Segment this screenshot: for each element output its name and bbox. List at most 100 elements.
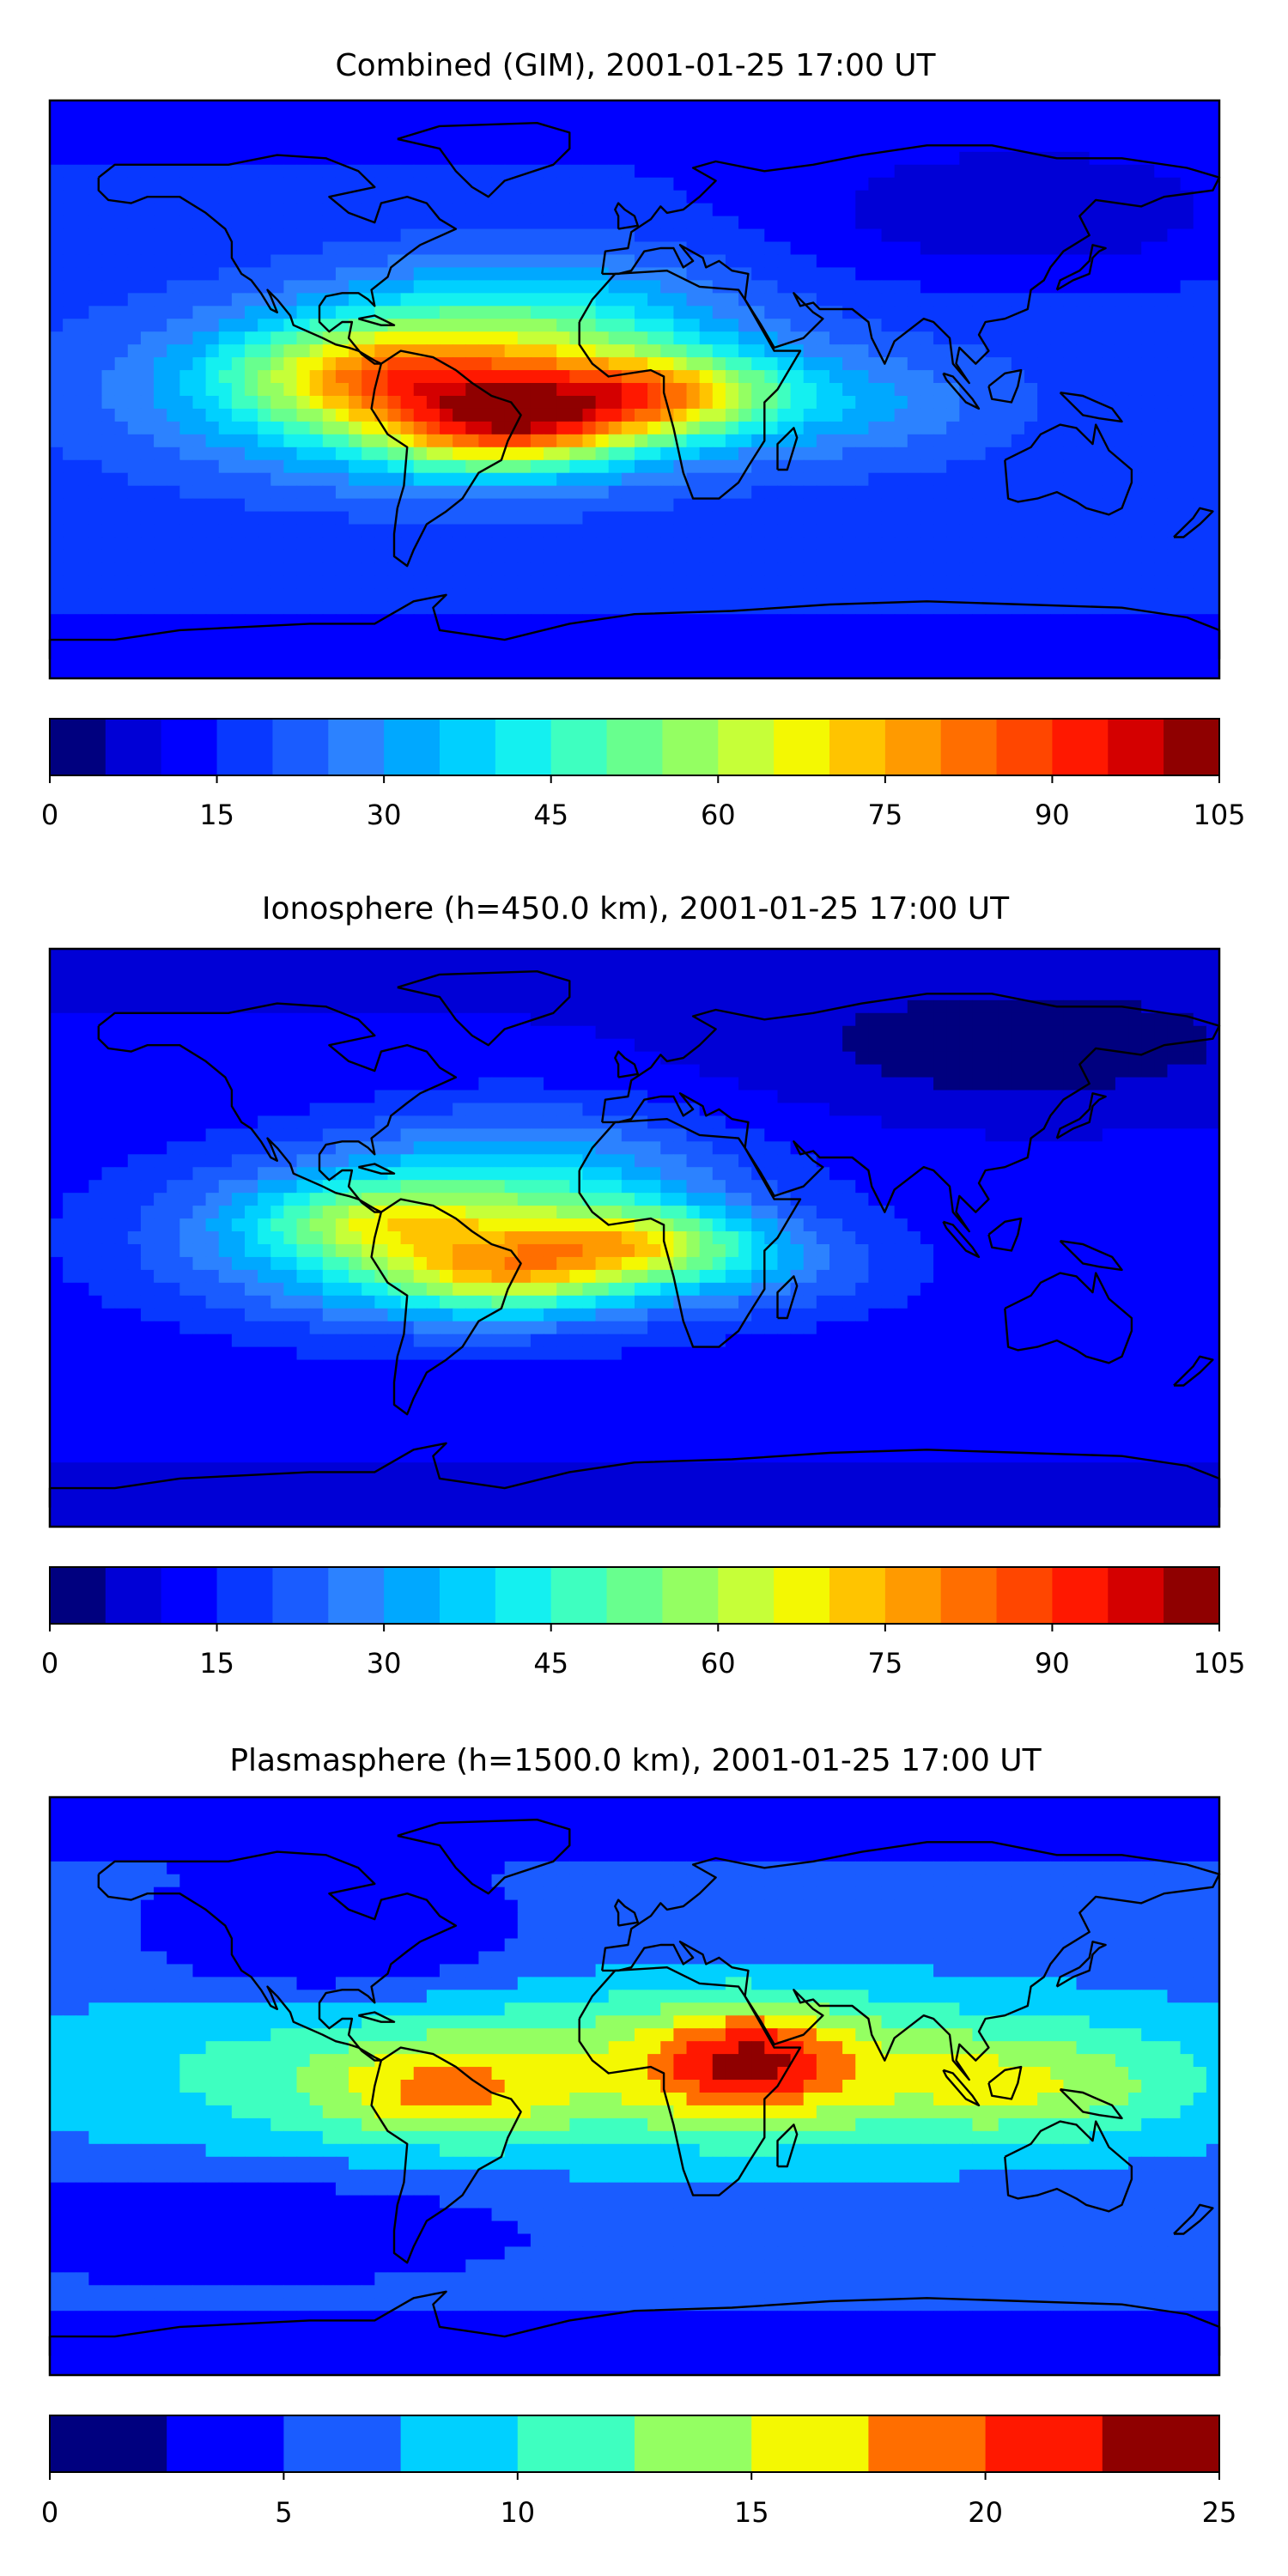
tec-cell bbox=[855, 319, 869, 332]
tec-cell bbox=[686, 383, 701, 397]
tec-cell bbox=[504, 665, 519, 679]
tec-cell bbox=[491, 1012, 506, 1027]
tec-cell bbox=[621, 537, 635, 551]
colorbar-segment bbox=[940, 719, 998, 775]
tec-cell bbox=[231, 961, 246, 975]
tec-cell bbox=[387, 138, 402, 153]
tec-cell bbox=[933, 472, 947, 487]
tec-cell bbox=[218, 344, 233, 358]
tec-cell bbox=[1050, 447, 1064, 461]
tec-cell bbox=[569, 306, 584, 319]
tec-cell bbox=[972, 601, 987, 615]
tec-cell bbox=[1154, 151, 1169, 166]
tec-cell bbox=[959, 974, 974, 988]
tec-cell bbox=[621, 447, 635, 461]
tec-cell bbox=[218, 665, 233, 679]
tec-cell bbox=[621, 562, 635, 576]
tec-cell bbox=[712, 112, 726, 127]
tec-cell bbox=[595, 357, 610, 371]
tec-cell bbox=[764, 280, 779, 294]
tec-cell bbox=[322, 408, 337, 422]
tec-cell bbox=[114, 498, 129, 513]
tec-cell bbox=[349, 112, 362, 127]
tec-cell bbox=[465, 370, 479, 384]
tec-cell bbox=[296, 485, 311, 500]
tec-cell bbox=[686, 949, 701, 963]
tec-cell bbox=[465, 537, 479, 551]
tec-cell bbox=[1141, 370, 1155, 384]
tec-cell bbox=[453, 319, 466, 332]
tec-cell bbox=[751, 665, 765, 679]
tec-cell bbox=[127, 138, 142, 153]
tec-cell bbox=[114, 575, 129, 589]
tec-cell bbox=[1167, 1025, 1182, 1040]
tec-cell bbox=[309, 177, 324, 191]
tec-cell bbox=[322, 1064, 337, 1078]
tec-cell bbox=[1141, 472, 1155, 487]
tec-cell bbox=[167, 100, 180, 114]
tec-cell bbox=[1024, 974, 1038, 988]
tec-cell bbox=[660, 575, 674, 589]
tec-cell bbox=[1128, 588, 1142, 602]
tec-cell bbox=[465, 447, 479, 461]
tec-cell bbox=[192, 987, 207, 1001]
tec-cell bbox=[413, 434, 428, 448]
tec-cell bbox=[894, 357, 908, 371]
tec-cell bbox=[803, 280, 817, 294]
tec-cell bbox=[647, 395, 661, 410]
tec-cell bbox=[985, 665, 999, 679]
tec-cell bbox=[569, 203, 584, 217]
tec-cell bbox=[245, 331, 258, 345]
tec-cell bbox=[933, 588, 947, 602]
tec-cell bbox=[50, 267, 64, 281]
tec-cell bbox=[907, 125, 921, 140]
tec-cell bbox=[959, 151, 974, 166]
tec-cell bbox=[413, 485, 428, 500]
tec-cell bbox=[608, 1038, 623, 1053]
tec-cell bbox=[790, 987, 805, 1001]
tec-cell bbox=[167, 627, 180, 641]
tec-cell bbox=[881, 550, 896, 563]
tec-cell bbox=[1141, 434, 1155, 448]
tec-cell bbox=[1050, 640, 1064, 653]
tec-cell bbox=[179, 151, 194, 166]
tec-cell bbox=[231, 472, 246, 487]
tec-cell bbox=[764, 472, 779, 487]
tec-cell bbox=[842, 344, 856, 358]
tec-cell bbox=[608, 949, 623, 963]
tec-cell bbox=[608, 357, 623, 371]
tec-cell bbox=[283, 640, 298, 653]
tec-cell bbox=[673, 241, 688, 256]
tec-cell bbox=[660, 987, 674, 1001]
tec-cell bbox=[1063, 961, 1078, 975]
tec-cell bbox=[1128, 999, 1142, 1014]
tec-cell bbox=[1115, 575, 1129, 589]
tec-cell bbox=[192, 190, 207, 204]
tec-cell bbox=[361, 383, 375, 397]
tec-cell bbox=[569, 344, 584, 358]
tec-cell bbox=[361, 370, 375, 384]
tec-cell bbox=[920, 614, 934, 628]
tec-cell bbox=[660, 151, 674, 166]
tec-cell bbox=[608, 306, 623, 319]
tec-cell bbox=[933, 383, 947, 397]
tec-cell bbox=[647, 653, 661, 666]
tec-cell bbox=[335, 653, 349, 666]
tec-cell bbox=[959, 562, 974, 576]
tec-cell bbox=[296, 421, 311, 435]
tec-cell bbox=[738, 395, 752, 410]
tec-cell bbox=[621, 949, 635, 963]
tec-cell bbox=[491, 999, 506, 1014]
tec-cell bbox=[154, 408, 167, 422]
tec-cell bbox=[231, 216, 246, 230]
tec-cell bbox=[1206, 100, 1220, 114]
tec-cell bbox=[478, 562, 493, 576]
tec-cell bbox=[868, 601, 883, 615]
tec-cell bbox=[712, 370, 726, 384]
tec-cell bbox=[1180, 280, 1194, 294]
tec-cell bbox=[465, 524, 479, 538]
tec-cell bbox=[894, 100, 908, 114]
tec-cell bbox=[790, 280, 805, 294]
tec-cell bbox=[478, 961, 493, 975]
tec-cell bbox=[1115, 949, 1129, 963]
